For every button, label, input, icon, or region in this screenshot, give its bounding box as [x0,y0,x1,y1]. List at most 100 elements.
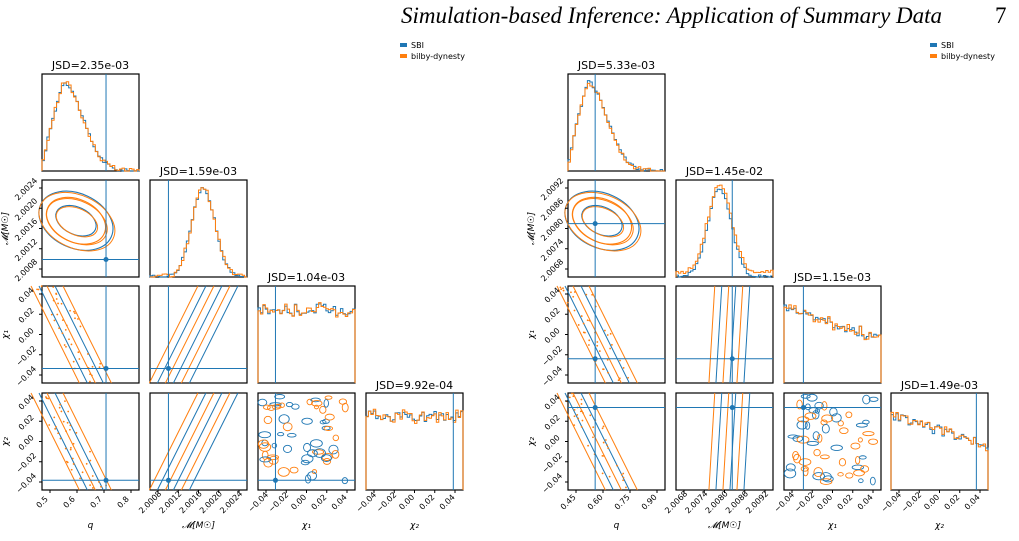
y-tick-label: −0.04 [14,364,38,388]
sample-point [592,426,595,429]
sbi-legend-label: SBI [411,41,424,50]
sample-point [59,437,62,440]
sample-point [622,367,625,369]
sample-point [596,341,599,343]
sample-point [52,286,55,288]
bilby-histogram [41,81,140,172]
y-tick-label: 0.00 [17,433,36,452]
contour [787,434,799,439]
truth-marker [272,477,278,483]
contour [278,414,290,424]
jsd-label: JSD=1.49e-03 [900,379,978,392]
y-tick-label: −0.02 [14,344,38,368]
y-tick-label: 0.04 [17,393,36,412]
contour [821,401,828,411]
sample-point [582,331,585,334]
sample-point [47,397,50,400]
contour [38,285,88,384]
sample-point [91,365,94,368]
diagonal-panel-2 [783,285,882,384]
contour [312,449,325,455]
contour [785,463,796,472]
contour [845,472,854,479]
x-axis-label: χ₁ [301,521,311,531]
contour [271,442,278,449]
contour [806,440,819,446]
contour [729,285,737,384]
sample-point [64,400,66,403]
contour [324,413,335,421]
y-axis-label: χ₁ [527,330,537,340]
sample-point [573,309,576,312]
panel-frame [567,392,666,491]
sample-point [580,315,583,317]
sample-point [71,457,74,460]
sample-point [562,289,565,292]
x-tick-label: 0.04 [963,493,982,512]
y-tick-label: 0.02 [17,306,36,325]
x-axis-label: χ₂ [934,521,944,531]
jsd-label: JSD=1.04e-03 [267,271,345,284]
contour [332,434,340,442]
contour [580,285,630,384]
contour [821,423,830,434]
contour [813,448,821,457]
contour [838,458,847,467]
pair-panel-2-1 [675,285,774,384]
contour [869,476,876,486]
sample-point [58,406,61,409]
sample-point [98,366,101,369]
sample-point [601,427,604,430]
sample-point [622,472,625,475]
x-axis-label: χ₂ [409,521,419,531]
contour [804,412,817,420]
contour [736,392,744,491]
contour [817,433,823,443]
truth-marker [592,405,598,411]
y-axis-label: 𝓜[M☉] [527,212,537,245]
contour [855,422,868,428]
truth-marker [592,356,598,362]
contour [38,191,116,252]
contour [820,454,830,460]
pair-panel-2-1 [148,285,248,384]
contour [811,410,820,420]
panel-frame [567,285,666,384]
contour [172,392,223,491]
sample-point [59,403,62,406]
sample-point [606,334,609,336]
pair-panel-3-0 [556,392,666,491]
corner-plot-left: SBIbilby-dynestyJSD=2.35e-032.00242.0020… [1,41,465,531]
pair-panel-3-0 [30,392,140,491]
sample-point [577,417,580,420]
sample-point [576,413,579,416]
bilby-histogram [365,408,464,490]
contour [860,465,870,473]
sample-point [559,286,562,289]
sample-point [588,319,591,322]
x-tick-label: 0.75 [613,493,632,512]
legend: SBI bilby-dynesty [930,41,995,61]
truth-marker [592,221,598,227]
sample-point [69,424,72,427]
sample-point [568,396,571,399]
sample-point [52,299,55,302]
sample-point [74,312,76,315]
contour [858,455,867,460]
x-tick-label: 0.02 [418,493,437,512]
truth-marker [165,365,171,371]
pair-panel-1-0 [564,179,666,278]
sample-point [89,484,91,487]
sample-point [609,347,612,350]
contour [257,398,268,407]
panel-frame [41,392,140,491]
contour [164,285,215,384]
y-tick-label: 0.02 [543,413,562,432]
diagonal-panel-2 [257,285,356,384]
sample-point [78,358,81,360]
contour [148,392,199,491]
y-tick-label: −0.04 [14,471,38,495]
jsd-label: JSD=9.92e-04 [375,379,453,392]
sample-point [596,344,599,347]
contour [38,392,88,491]
